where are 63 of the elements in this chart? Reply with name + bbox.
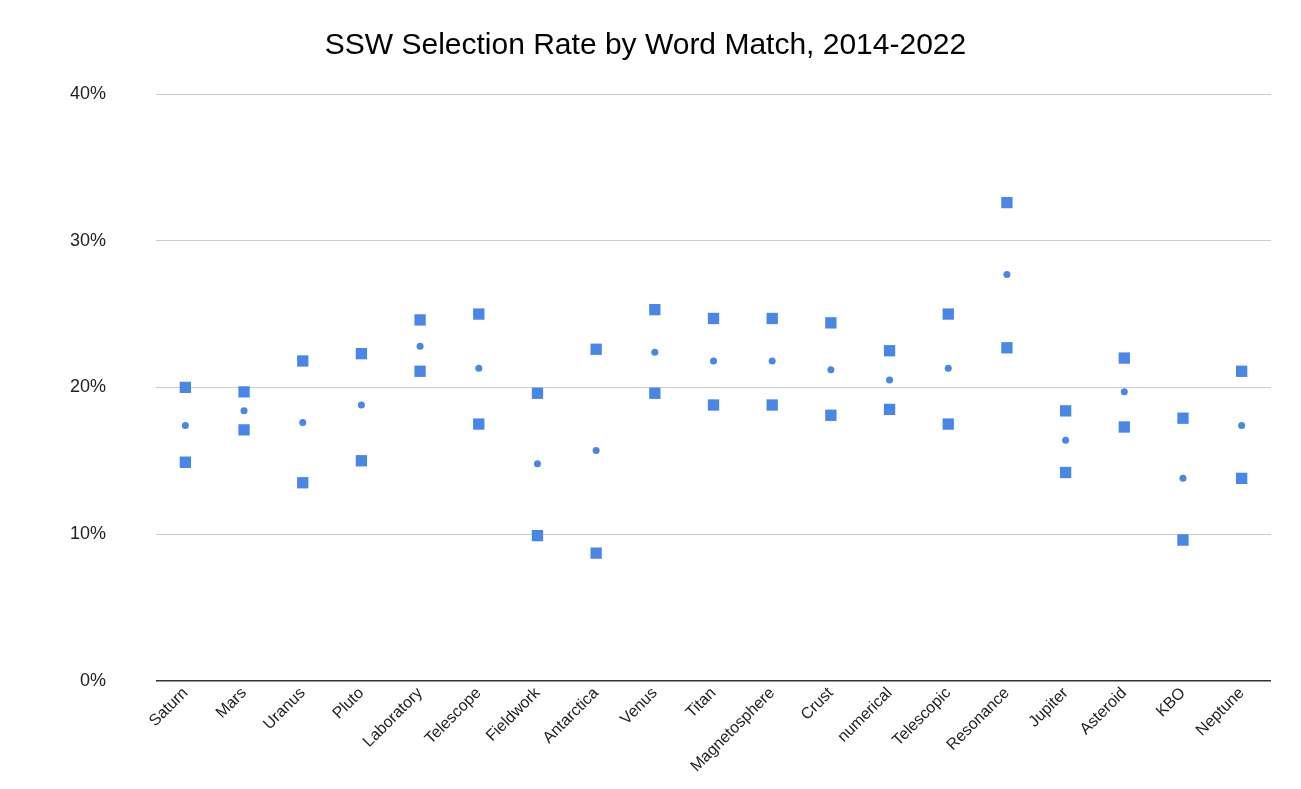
point: [531, 529, 544, 542]
point: [357, 401, 365, 409]
y-tick-label: 40%: [70, 82, 107, 103]
y-tick-label: 20%: [70, 376, 107, 397]
point: [297, 477, 309, 489]
point: [1177, 534, 1189, 546]
point: [1059, 405, 1072, 417]
point: [944, 364, 952, 372]
point: [592, 446, 600, 454]
point: [649, 387, 661, 399]
point: [1177, 412, 1189, 424]
point: [1062, 436, 1070, 444]
point: [1118, 421, 1130, 433]
point: [1118, 352, 1130, 364]
point: [886, 376, 894, 384]
point: [768, 357, 776, 365]
point: [355, 348, 368, 360]
point: [179, 456, 192, 468]
point: [825, 409, 837, 421]
point: [297, 355, 309, 367]
point: [590, 547, 602, 559]
point: [414, 314, 426, 326]
point: [1120, 388, 1128, 396]
point: [355, 455, 368, 467]
y-tick-label: 10%: [70, 523, 107, 544]
point: [179, 381, 192, 394]
point: [883, 403, 896, 416]
point: [766, 312, 778, 325]
point: [238, 386, 250, 398]
point: [883, 345, 896, 357]
y-tick-label: 30%: [70, 229, 107, 250]
point: [240, 407, 248, 415]
point: [590, 343, 602, 355]
chart-title: SSW Selection Rate by Word Match, 2014-2022: [324, 27, 967, 61]
point: [181, 422, 189, 430]
point: [299, 419, 307, 427]
point: [707, 399, 720, 411]
point: [707, 312, 720, 325]
point: [1179, 474, 1187, 482]
point: [473, 308, 485, 320]
point: [238, 424, 250, 436]
point: [533, 460, 541, 468]
point: [1059, 466, 1072, 479]
y-tick-label: 0%: [80, 669, 107, 690]
point: [1003, 270, 1011, 278]
point: [473, 418, 485, 430]
point: [1236, 365, 1248, 377]
point: [1001, 342, 1013, 354]
point: [825, 317, 837, 329]
point: [475, 364, 483, 372]
point: [1238, 422, 1246, 430]
point: [942, 418, 954, 430]
point: [827, 366, 835, 374]
point: [766, 399, 778, 411]
point: [649, 303, 661, 316]
point: [651, 348, 659, 356]
point: [531, 387, 544, 399]
point: [710, 357, 718, 365]
point: [1001, 196, 1013, 209]
point: [1236, 472, 1248, 485]
point: [942, 308, 954, 320]
point: [414, 365, 426, 377]
point: [416, 342, 424, 350]
